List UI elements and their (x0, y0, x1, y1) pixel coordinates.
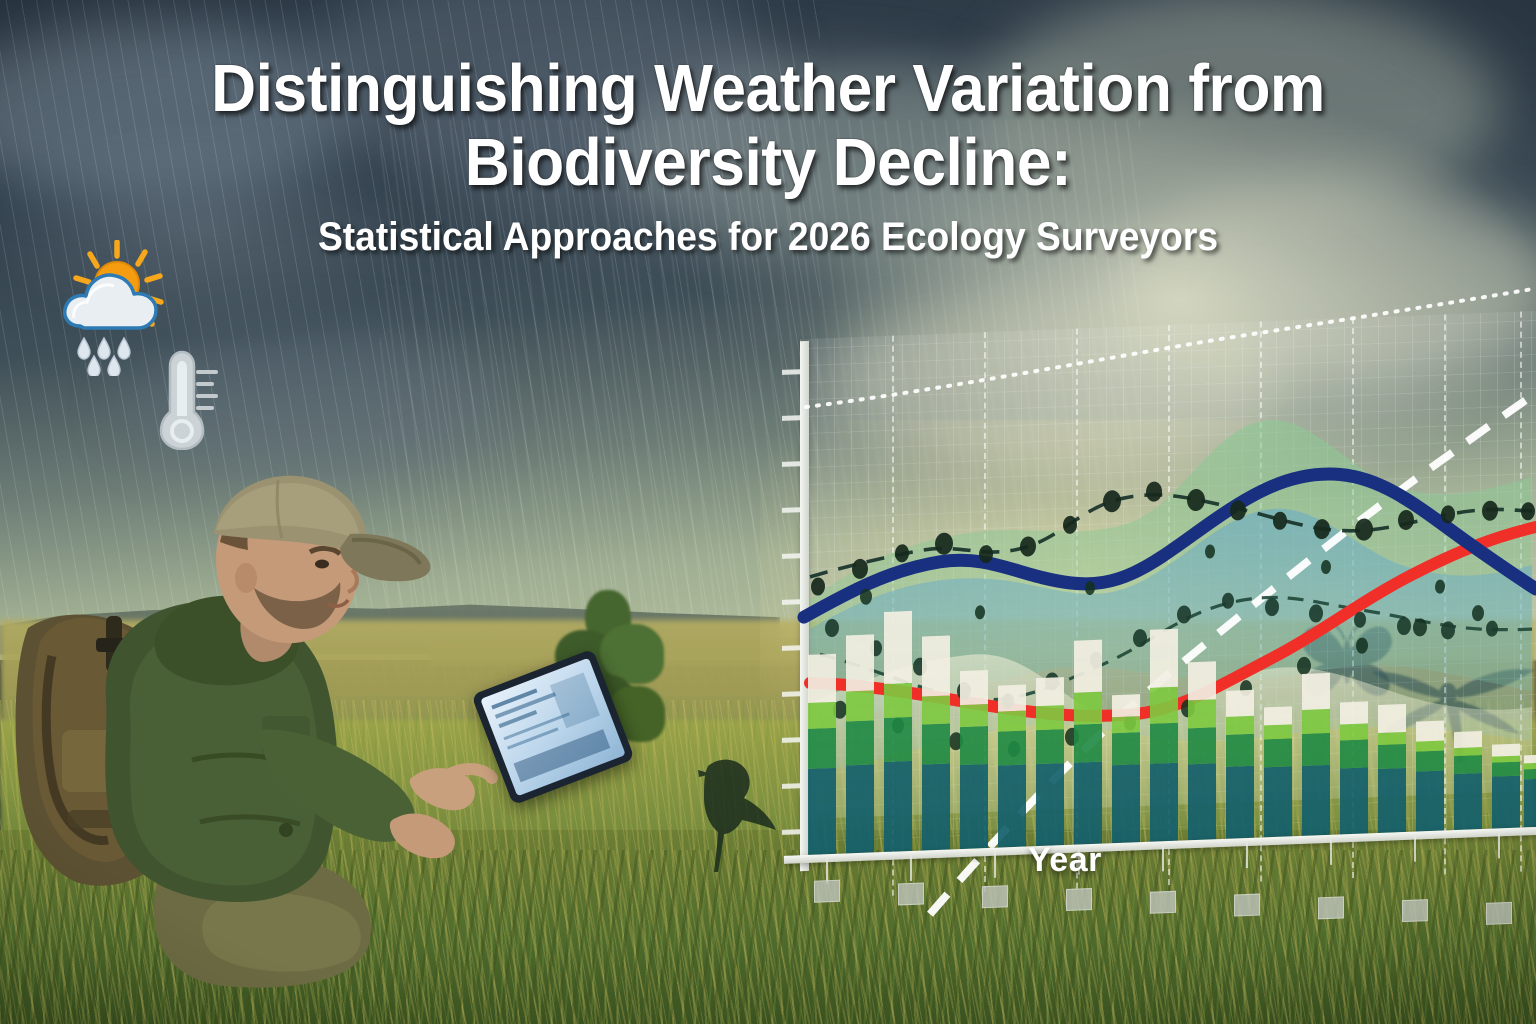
weather-icon-group (60, 240, 260, 470)
raindrops (77, 336, 131, 376)
page-title-line-1: Distinguishing Weather Variation from (211, 51, 1325, 126)
arm (260, 729, 415, 842)
hand-upper (409, 768, 475, 811)
stacked-bar-series (808, 610, 1536, 855)
x-axis-tick-box (1066, 888, 1092, 912)
series-weather-trend (927, 389, 1536, 917)
x-axis-tick-box (1402, 899, 1428, 923)
x-axis-tick (910, 854, 912, 882)
bird-icon (698, 759, 776, 872)
sun-behind-rain-cloud-icon (63, 240, 164, 376)
x-axis-tick (1162, 845, 1164, 872)
x-axis-label: Year (1028, 841, 1102, 880)
x-axis-tick-box (1150, 890, 1176, 914)
cap-brim (340, 533, 431, 582)
thermometer-scale (196, 370, 218, 410)
x-axis-tick (1498, 832, 1500, 859)
cloud-blob (0, 20, 360, 200)
chart-overlay: Year (780, 271, 1536, 925)
x-axis-tick-box (1318, 896, 1344, 920)
thermometer-icon (159, 350, 218, 450)
x-axis-tick-box (982, 885, 1008, 909)
x-axis-tick (1246, 842, 1248, 869)
title-block: Distinguishing Weather Variation from Bi… (0, 52, 1536, 260)
x-axis-tick (994, 851, 996, 878)
cloud-blob (980, 0, 1500, 220)
x-axis-tick-box (814, 879, 840, 903)
data-markers-upper (811, 481, 1535, 596)
x-axis-tick-box (898, 882, 924, 906)
rain-streaks (0, 0, 820, 700)
page-title-line-2: Biodiversity Decline: (464, 125, 1072, 200)
series-biodiversity (797, 467, 1536, 624)
hand-lower (389, 813, 455, 859)
x-axis-tick (1414, 835, 1416, 862)
field-surveyor (10, 430, 510, 990)
cloud-shape (63, 273, 158, 330)
x-axis-tick-box (1486, 901, 1512, 925)
x-axis-tick (1330, 838, 1332, 865)
cloud-blob (620, 60, 1040, 250)
x-axis-tick-box (1234, 893, 1260, 917)
series-upper-envelope (804, 287, 1534, 410)
page-subtitle: Statistical Approaches for 2026 Ecology … (317, 215, 1219, 259)
chart-series-layer (797, 287, 1536, 917)
